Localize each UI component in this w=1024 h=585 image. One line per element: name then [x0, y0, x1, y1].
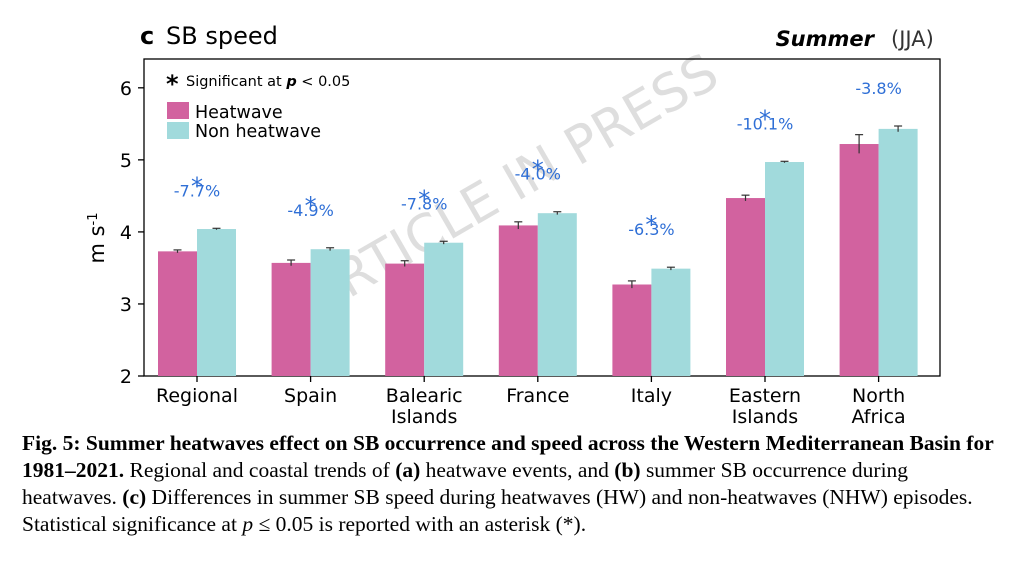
caption-text-5: ≤ 0.05 is reported with an asterisk (*).	[253, 512, 587, 536]
percent-difference-label: -4.9%	[287, 201, 333, 220]
x-tick-label: Italy	[631, 385, 672, 407]
legend: * Significant at p < 0.05 Heatwave Non h…	[166, 70, 350, 142]
caption-ref-a: (a)	[395, 458, 421, 482]
caption-text-1: Regional and coastal trends of	[124, 458, 396, 482]
x-tick-label: France	[506, 385, 569, 407]
bar-non-heatwave	[424, 242, 464, 376]
season-label: Summer	[776, 27, 876, 51]
x-tick-label: Africa	[851, 406, 905, 428]
bar-heatwave	[726, 198, 765, 376]
bar-heatwave	[385, 263, 425, 376]
bar-heatwave	[839, 144, 879, 376]
bar-non-heatwave	[537, 213, 577, 376]
caption-text-4: Differences in summer SB speed during he…	[22, 485, 973, 536]
percent-difference-label: -7.8%	[401, 194, 447, 213]
caption-title: Fig. 5: Summer heatwaves effect on SB oc…	[22, 431, 994, 482]
percent-difference-label: -7.7%	[174, 181, 220, 200]
y-tick-label: 2	[120, 366, 132, 388]
significance-legend-symbol: *	[166, 70, 179, 98]
x-tick-label: Islands	[391, 406, 457, 428]
x-tick-label: Eastern	[729, 385, 801, 407]
y-axis-label: m s-1	[85, 212, 109, 263]
bar-non-heatwave	[310, 249, 350, 376]
bar-heatwave	[158, 251, 197, 376]
percent-difference-label: -10.1%	[737, 114, 794, 133]
season-months: (JJA)	[891, 27, 934, 51]
caption-text-2: heatwave events, and	[420, 458, 615, 482]
bar-heatwave	[271, 262, 311, 376]
caption-ref-c: (c)	[122, 485, 147, 509]
sb-speed-chart: ARTICLE IN PRESS c SB speed Summer (JJA)…	[85, 22, 941, 428]
x-tick-label: North	[852, 385, 905, 407]
bar-non-heatwave	[197, 229, 236, 376]
legend-label-non-heatwave: Non heatwave	[195, 122, 321, 142]
significance-asterisk: *	[191, 172, 203, 200]
x-tick-label: Spain	[284, 385, 337, 407]
significance-asterisk: *	[759, 105, 771, 133]
bar-non-heatwave	[651, 268, 691, 376]
y-axis-label-unit: m s	[85, 225, 109, 263]
significance-legend-p: p	[285, 74, 296, 90]
significance-asterisk: *	[305, 192, 317, 220]
bar-non-heatwave	[765, 162, 804, 376]
caption-p: p	[242, 512, 254, 536]
significance-legend-text: Significant at p < 0.05	[186, 74, 350, 90]
significance-asterisk: *	[645, 211, 657, 239]
legend-swatch-non-heatwave	[167, 122, 189, 139]
percent-difference-label: -4.0%	[515, 165, 561, 184]
x-tick-label: Regional	[156, 385, 238, 407]
caption-text-3: summer SB occurrence during heatwaves.	[22, 458, 909, 509]
bar-non-heatwave	[878, 128, 918, 376]
percent-difference-label: -3.8%	[855, 79, 901, 98]
y-tick-label: 5	[120, 150, 132, 172]
x-tick-label: Balearic	[386, 385, 463, 407]
chart-title: SB speed	[166, 22, 278, 50]
y-axis-label-exponent: -1	[86, 212, 101, 225]
bars	[158, 125, 918, 376]
y-axis: 2 3 4 5 6	[120, 78, 144, 388]
y-tick-label: 3	[120, 294, 132, 316]
legend-label-heatwave: Heatwave	[195, 103, 283, 123]
legend-swatch-heatwave	[167, 102, 189, 119]
y-tick-label: 4	[120, 222, 132, 244]
x-tick-label: Islands	[732, 406, 798, 428]
significance-annotations: -7.7%*-4.9%* -7.8%*-4.0%*-6.3%*-10.1%*-3.…	[174, 79, 902, 239]
bar-heatwave	[498, 225, 538, 376]
caption-ref-b: (b)	[614, 458, 641, 482]
percent-difference-label: -6.3%	[628, 220, 674, 239]
panel-label: c	[140, 22, 154, 50]
significance-asterisk: *	[532, 156, 544, 184]
figure-caption: Fig. 5: Summer heatwaves effect on SB oc…	[22, 430, 1007, 538]
y-tick-label: 6	[120, 78, 132, 100]
bar-heatwave	[612, 284, 652, 376]
significance-legend-suffix: < 0.05	[297, 74, 351, 90]
significance-legend-prefix: Significant at	[186, 74, 286, 90]
significance-asterisk: *	[418, 185, 430, 213]
